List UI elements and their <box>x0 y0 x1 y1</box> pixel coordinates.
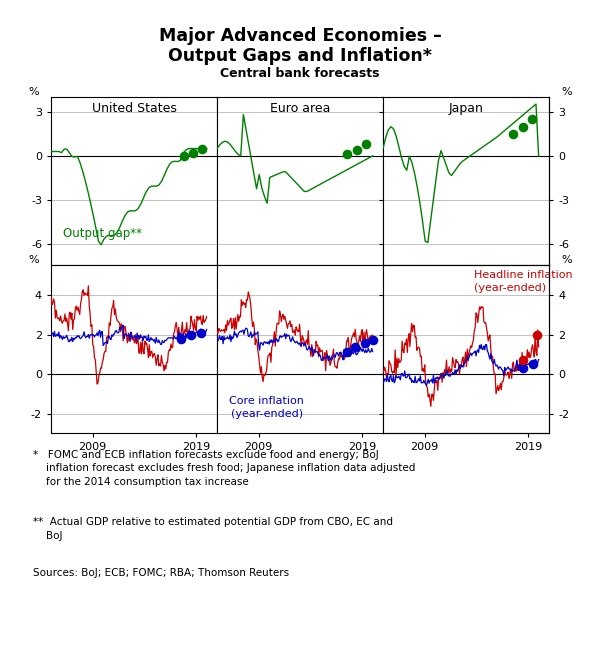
Point <box>197 327 206 338</box>
Text: Euro area: Euro area <box>270 103 330 116</box>
Point <box>350 342 360 353</box>
Text: Sources: BoJ; ECB; FOMC; RBA; Thomson Reuters: Sources: BoJ; ECB; FOMC; RBA; Thomson Re… <box>33 568 289 578</box>
Point <box>518 121 528 132</box>
Point <box>342 149 352 160</box>
Point <box>186 329 196 340</box>
Point <box>527 114 537 125</box>
Point <box>352 144 362 155</box>
Text: Output Gaps and Inflation*: Output Gaps and Inflation* <box>168 47 432 65</box>
Text: %: % <box>562 87 572 97</box>
Point <box>529 359 538 370</box>
Point <box>518 355 528 366</box>
Text: Major Advanced Economies –: Major Advanced Economies – <box>158 27 442 45</box>
Point <box>368 334 377 345</box>
Text: %: % <box>28 87 38 97</box>
Point <box>361 337 370 348</box>
Text: Core inflation
(year-ended): Core inflation (year-ended) <box>229 396 304 419</box>
Text: United States: United States <box>92 103 176 116</box>
Point <box>179 151 188 161</box>
Text: Japan: Japan <box>449 103 484 116</box>
Point <box>508 128 517 139</box>
Point <box>197 143 207 154</box>
Text: **  Actual GDP relative to estimated potential GDP from CBO, EC and
    BoJ: ** Actual GDP relative to estimated pote… <box>33 517 393 541</box>
Point <box>342 347 352 358</box>
Point <box>176 333 185 344</box>
Text: Headline inflation
(year-ended): Headline inflation (year-ended) <box>475 271 573 293</box>
Point <box>362 139 371 150</box>
Text: *   FOMC and ECB inflation forecasts exclude food and energy; BoJ
    inflation : * FOMC and ECB inflation forecasts exclu… <box>33 450 415 487</box>
Text: Output gap**: Output gap** <box>62 227 142 241</box>
Text: %: % <box>28 255 38 265</box>
Text: Central bank forecasts: Central bank forecasts <box>220 67 380 80</box>
Point <box>518 363 528 374</box>
Point <box>532 329 541 340</box>
Point <box>188 148 198 159</box>
Text: %: % <box>562 255 572 265</box>
